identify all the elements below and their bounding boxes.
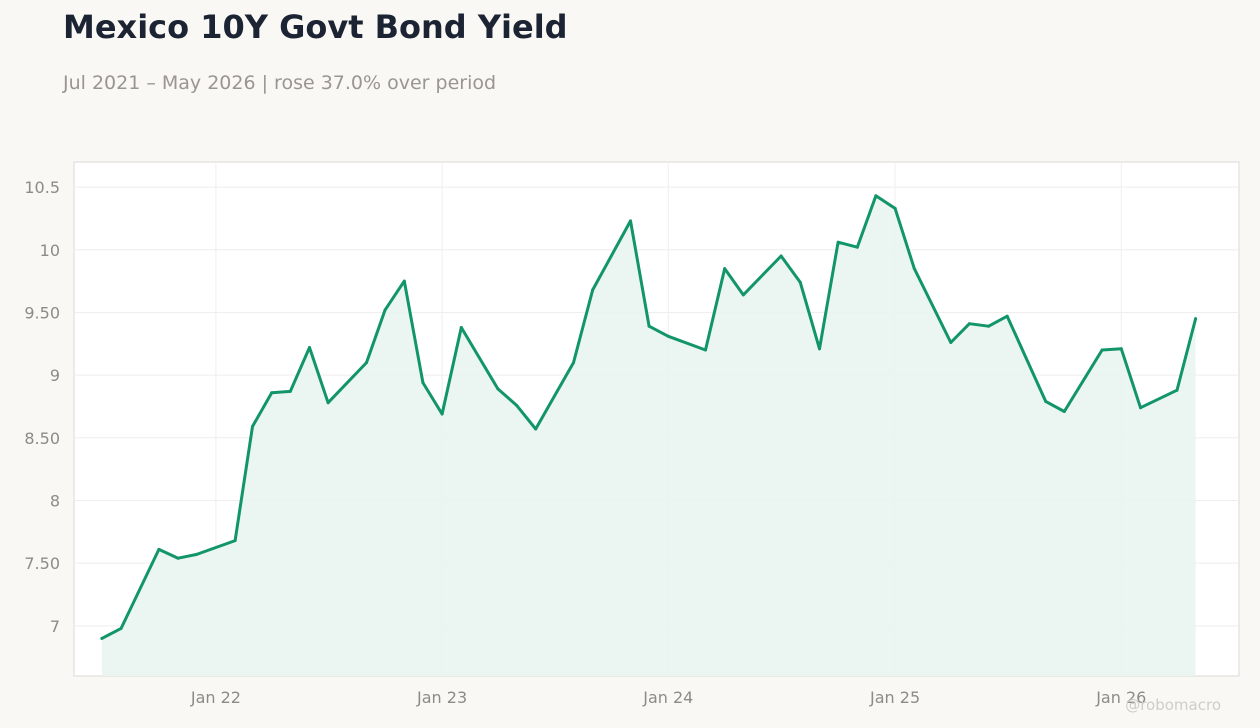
data-point — [119, 626, 123, 630]
data-point — [440, 412, 444, 416]
x-tick-label: Jan 25 — [869, 688, 920, 707]
data-point — [402, 279, 406, 283]
data-point — [967, 322, 971, 326]
data-point — [949, 341, 953, 344]
data-point — [100, 636, 104, 640]
data-point — [288, 389, 292, 393]
data-point — [836, 240, 840, 244]
y-tick-label: 7 — [50, 617, 60, 636]
data-point — [818, 347, 821, 351]
data-point — [572, 361, 575, 365]
data-point — [233, 539, 237, 543]
data-point — [798, 280, 802, 284]
data-point — [534, 427, 538, 431]
data-point — [459, 326, 463, 329]
y-tick-label: 8 — [50, 491, 60, 510]
data-point — [629, 219, 632, 223]
data-point — [874, 194, 878, 198]
chart-subtitle: Jul 2021 – May 2026 | rose 37.0% over pe… — [63, 72, 497, 94]
x-tick-label: Jan 22 — [190, 688, 241, 707]
data-point — [326, 401, 330, 405]
chart-title: Mexico 10Y Govt Bond Yield — [63, 8, 568, 46]
data-point — [893, 206, 897, 210]
data-point — [195, 552, 199, 556]
data-point — [591, 288, 595, 292]
data-point — [1044, 399, 1048, 403]
x-tick-label: Jan 23 — [416, 688, 467, 707]
y-tick-label: 9 — [50, 366, 60, 385]
data-point — [779, 254, 783, 258]
y-tick-label: 10 — [40, 241, 60, 260]
y-tick-label: 8.50 — [24, 429, 60, 448]
data-point — [251, 425, 254, 428]
data-point — [855, 245, 859, 249]
x-tick-label: Jan 26 — [1095, 688, 1146, 707]
data-points — [100, 194, 1198, 640]
y-tick-label: 7.50 — [24, 554, 60, 573]
data-point — [723, 267, 727, 271]
data-point — [1194, 317, 1198, 321]
watermark: @robomacro — [1125, 696, 1221, 714]
data-point — [647, 324, 651, 328]
data-point — [496, 387, 500, 391]
data-point — [987, 324, 991, 328]
area-fill — [101, 195, 1196, 677]
y-tick-label: 10.5 — [24, 178, 60, 197]
data-point — [741, 293, 745, 297]
y-axis: 7 7.50 8 8.50 9 9.50 10 10.5 — [24, 178, 60, 636]
data-point — [270, 391, 274, 395]
x-tick-label: Jan 24 — [642, 688, 693, 707]
data-point — [1175, 388, 1179, 392]
data-point — [157, 547, 161, 551]
y-tick-label: 9.50 — [24, 303, 60, 322]
data-point — [176, 556, 180, 560]
data-point — [912, 267, 916, 271]
data-point — [1139, 406, 1142, 410]
data-point — [383, 308, 387, 312]
data-point — [365, 361, 368, 365]
data-point — [1119, 347, 1123, 351]
data-point — [1005, 314, 1009, 318]
data-point — [704, 348, 707, 352]
data-point — [1062, 410, 1066, 413]
data-point — [515, 403, 518, 407]
data-point — [666, 334, 670, 338]
data-point — [1100, 348, 1104, 352]
data-point — [308, 346, 311, 349]
x-axis: Jan 22 Jan 23 Jan 24 Jan 25 Jan 26 — [190, 688, 1146, 707]
data-point — [421, 381, 425, 385]
